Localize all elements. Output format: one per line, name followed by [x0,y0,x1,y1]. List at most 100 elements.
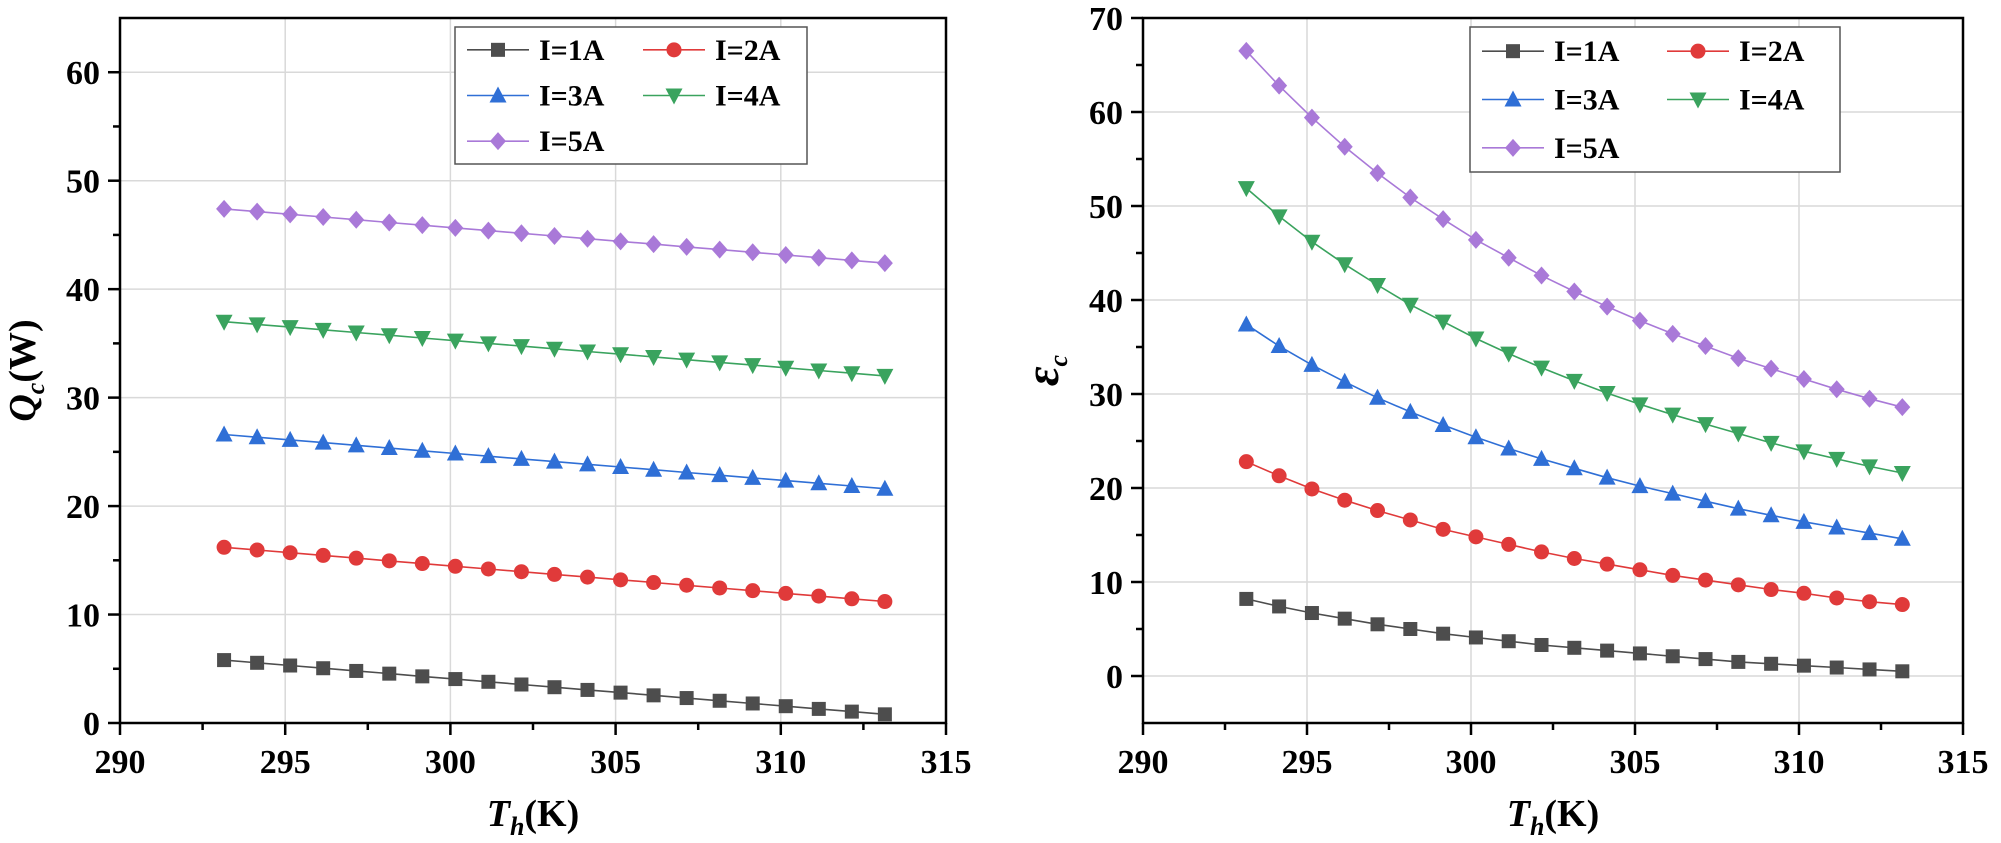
data-point [580,682,595,697]
data-point [679,691,694,706]
data-point [1664,484,1682,501]
data-point [1304,606,1319,621]
data-point [1369,277,1387,294]
y-axis-symbol: ε [1016,366,1069,386]
x-axis-subscript: h [510,812,524,841]
data-point [1370,503,1386,519]
data-point [1730,577,1746,593]
data-point [1893,465,1911,482]
y-axis-symbol: Q [2,394,44,421]
data-point [1533,266,1550,285]
data-point [777,471,795,488]
data-point [512,449,530,466]
data-point [1762,435,1780,452]
data-point [1533,449,1551,466]
data-point [711,240,728,259]
x-axis-symbol: T [487,793,512,835]
legend-label: I=2A [1739,35,1805,68]
data-point [1862,662,1877,677]
data-point [1697,337,1714,356]
data-point [876,368,894,385]
legend-entry: I=3A [467,80,605,113]
x-axis-label: Th(K) [1507,793,1600,841]
data-point [678,237,695,256]
data-point [1303,108,1320,127]
data-point [1501,634,1516,649]
x-tick-label: 290 [1118,744,1169,781]
data-point [1565,373,1583,390]
data-point [843,251,860,270]
legend-entry: I=1A [467,34,605,67]
x-tick-label: 295 [1282,744,1333,781]
data-point [778,585,794,601]
data-point [877,707,892,722]
data-point [248,428,266,445]
data-point [282,205,299,224]
data-point [447,218,464,237]
data-point [744,358,762,375]
data-point [1434,314,1452,331]
data-point [1829,590,1845,606]
x-axis-unit: (K) [1544,793,1599,835]
legend-entry: I=5A [1482,132,1620,165]
data-point [1599,297,1616,316]
legend-marker [489,86,507,103]
data-point [512,339,530,356]
data-point [314,322,332,339]
data-point [480,561,496,577]
y-axis-subscript: c [1044,354,1073,366]
data-point [281,430,299,447]
data-point [316,661,331,676]
data-point [1500,439,1518,456]
data-point [1237,315,1255,332]
data-point [1402,512,1418,528]
legend: I=1A I=2A I=3A I=4A I=5A [454,26,808,165]
data-point [1239,591,1254,606]
x-tick-label: 295 [260,744,311,781]
series-markers [1238,41,1911,417]
data-point [347,325,365,342]
data-point [843,366,861,383]
y-axis-unit: (W) [2,319,44,382]
legend-entry: I=3A [1482,84,1620,117]
y-tick-label: 30 [66,381,100,418]
legend-label: I=5A [539,125,605,158]
data-point [1631,311,1648,330]
data-point [1401,297,1419,314]
x-axis-label: Th(K) [487,793,580,841]
data-point [811,588,827,604]
data-point [744,468,762,485]
data-point [249,202,266,221]
y-axis-label: εc [1016,354,1073,386]
y-tick-label: 70 [1089,1,1123,38]
data-point [480,221,497,240]
data-point [546,227,563,246]
series-markers [215,425,894,496]
data-point [844,591,860,607]
data-point [876,479,894,496]
data-point [1796,658,1811,673]
data-point [612,347,630,364]
x-tick-label: 310 [755,744,806,781]
right-chart-epsilon-vs-th: 290 295 300 305 310 315 0 10 20 30 40 50 60 70 Th(K) εc… [1016,1,1989,841]
data-point [248,317,266,334]
data-point [1567,640,1582,655]
data-point [446,333,464,350]
data-point [1435,521,1451,537]
data-point [479,447,497,464]
data-point [678,463,696,480]
data-point [446,444,464,461]
y-tick-label: 40 [1089,283,1123,320]
data-point [348,210,365,229]
data-point [580,569,596,585]
data-point [1401,402,1419,419]
data-point [413,441,431,458]
data-point [876,254,893,273]
y-tick-label: 0 [83,706,100,743]
data-point [811,701,826,716]
legend-marker [666,42,682,58]
data-point [1337,611,1352,626]
data-point [645,460,663,477]
data-point [1436,626,1451,641]
legend-marker [665,88,683,105]
